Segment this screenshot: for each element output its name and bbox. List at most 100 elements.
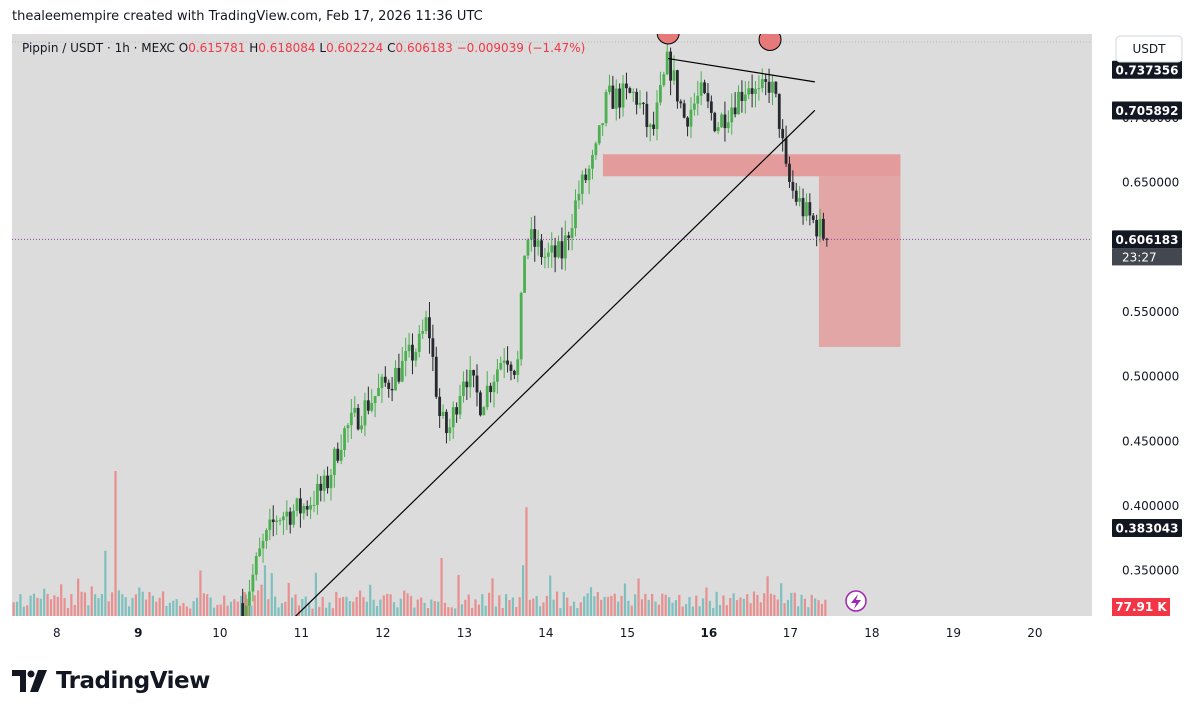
volume-bar	[600, 599, 603, 616]
volume-bar	[532, 598, 535, 616]
volume-bar	[613, 593, 616, 616]
volume-bar	[824, 599, 827, 616]
volume-bar	[331, 608, 334, 616]
volume-bar	[358, 590, 362, 616]
volume-bar	[440, 558, 443, 616]
candle-body	[642, 102, 645, 104]
y-tick-label: 0.650000	[1122, 176, 1179, 190]
volume-bar	[803, 598, 807, 616]
volume-bar	[253, 595, 256, 616]
volume-bar	[314, 572, 317, 616]
volume-bar	[90, 586, 93, 616]
volume-bar	[780, 583, 783, 616]
volume-bar	[797, 606, 800, 616]
volume-bar	[365, 601, 368, 616]
candle-body	[523, 255, 526, 293]
volume-bar	[369, 584, 372, 616]
volume-bar	[603, 596, 606, 616]
candle-body	[601, 123, 605, 126]
candle-body	[475, 375, 479, 393]
candle-body	[699, 82, 703, 96]
volume-bar	[318, 606, 321, 616]
volume-bar	[60, 584, 63, 616]
candle-body	[485, 385, 489, 408]
candle-body	[438, 396, 442, 416]
candle-body	[336, 448, 340, 461]
uptrend-line	[292, 109, 816, 620]
volume-bar	[117, 590, 121, 616]
candle-body	[295, 498, 299, 511]
volume-bar	[725, 605, 728, 616]
candle-body	[495, 369, 499, 382]
volume-bar	[732, 593, 735, 616]
volume-bar	[97, 598, 100, 616]
volume-bar	[328, 602, 331, 616]
volume-bar	[443, 602, 447, 616]
volume-bar	[756, 594, 759, 616]
x-tick-label: 9	[134, 626, 142, 640]
lightning-icon[interactable]	[845, 590, 867, 612]
volume-bar	[617, 601, 620, 616]
price-chart[interactable]: 0.7500000.7000000.6500000.5500000.500000…	[0, 34, 1200, 646]
candle-body	[662, 74, 666, 86]
volume-bar	[223, 595, 226, 616]
top-bar: thealeemempire created with TradingView.…	[0, 0, 1200, 34]
chart-area[interactable]: 0.7500000.7000000.6500000.5500000.500000…	[0, 34, 1200, 646]
volume-bar	[515, 607, 518, 616]
candle-body	[394, 367, 397, 391]
volume-bar	[53, 595, 56, 616]
candle-body	[417, 333, 421, 352]
candle-body	[543, 256, 547, 258]
footer: TradingView	[0, 646, 1200, 715]
candle-body	[251, 574, 255, 592]
volume-bar	[158, 597, 161, 616]
currency-button-box	[1115, 35, 1183, 63]
volume-bar	[705, 587, 708, 616]
candle-body	[397, 367, 401, 382]
volume-bar	[229, 601, 233, 616]
volume-bar	[511, 597, 514, 616]
candle-body	[730, 107, 734, 123]
currency-button[interactable]: USDT	[1115, 35, 1183, 63]
price-axis-background	[1092, 34, 1200, 646]
volume-bar	[596, 592, 599, 616]
candle-body	[329, 475, 333, 489]
candle-body	[332, 448, 336, 476]
candle-body	[794, 190, 798, 202]
volume-bar	[552, 599, 555, 616]
volume-label: 77.91 K	[1115, 600, 1167, 614]
legend-low: 0.602224	[326, 41, 387, 55]
volume-bar	[684, 604, 688, 616]
candle-body	[441, 411, 445, 416]
volume-bar	[457, 574, 460, 616]
candle-body	[808, 202, 812, 216]
candle-body	[594, 143, 598, 156]
volume-bar	[406, 593, 409, 616]
volume-bar	[172, 600, 175, 616]
candle-body	[387, 382, 391, 389]
volume-bar	[212, 607, 216, 616]
x-tick-label: 11	[294, 626, 309, 640]
candle-body	[563, 235, 567, 259]
candle-body	[546, 252, 550, 257]
candle-body	[574, 200, 577, 229]
candle-body	[346, 425, 350, 429]
x-tick-label: 12	[375, 626, 390, 640]
candle-body	[788, 163, 791, 182]
volume-bar	[623, 583, 627, 616]
volume-bar	[491, 578, 494, 616]
candle-body	[492, 381, 496, 393]
volume-bar	[654, 601, 657, 616]
volume-bar	[752, 591, 756, 616]
volume-bar	[144, 599, 148, 616]
volume-bar	[375, 606, 379, 616]
candle-body	[319, 483, 323, 491]
x-tick-label: 14	[538, 626, 553, 640]
volume-bar	[29, 595, 32, 616]
tradingview-logo[interactable]: TradingView	[12, 666, 210, 696]
x-tick-label: 16	[701, 626, 718, 640]
volume-bar	[270, 573, 273, 616]
candle-body	[472, 370, 476, 376]
volume-bar	[49, 599, 53, 616]
candle-body	[614, 88, 618, 109]
